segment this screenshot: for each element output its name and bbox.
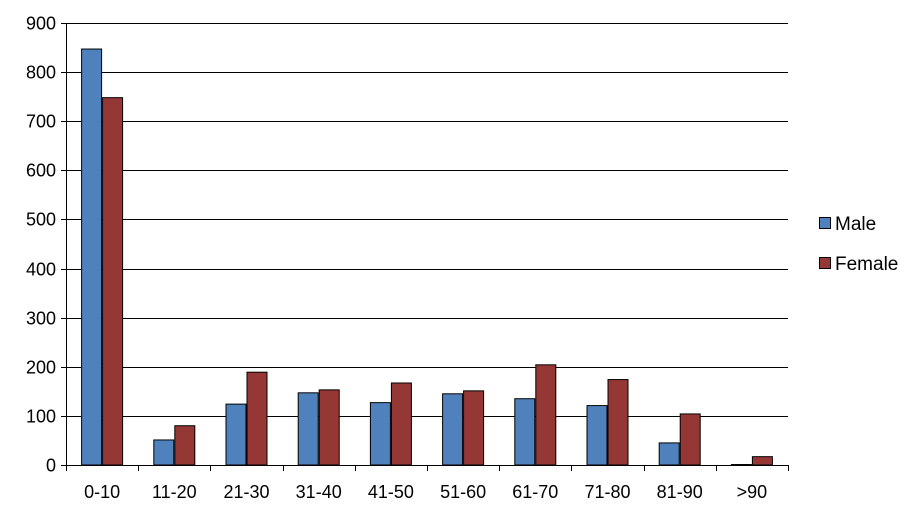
x-tick-label: 21-30 bbox=[223, 482, 269, 502]
y-tick-label: 800 bbox=[26, 63, 56, 83]
bar-female-51-60 bbox=[464, 391, 484, 465]
legend-swatch-male bbox=[820, 218, 831, 229]
bar-male-81-90 bbox=[659, 443, 679, 465]
x-tick-label: 31-40 bbox=[296, 482, 342, 502]
y-tick-label: 500 bbox=[26, 210, 56, 230]
legend-swatch-female bbox=[820, 258, 831, 269]
x-tick-label: 81-90 bbox=[657, 482, 703, 502]
y-tick-label: 400 bbox=[26, 260, 56, 280]
axes bbox=[61, 23, 789, 471]
y-tick-label: 600 bbox=[26, 161, 56, 181]
x-tick-label: 61-70 bbox=[512, 482, 558, 502]
bars bbox=[82, 49, 773, 465]
bar-male-61-70 bbox=[515, 399, 535, 465]
bar-male-0-10 bbox=[82, 49, 102, 465]
bar-female-31-40 bbox=[319, 390, 339, 465]
y-tick-label: 900 bbox=[26, 14, 56, 34]
bar-male-41-50 bbox=[370, 403, 390, 465]
x-tick-label: 51-60 bbox=[440, 482, 486, 502]
bar-male-21-30 bbox=[226, 404, 246, 465]
bar-female-0-10 bbox=[103, 98, 123, 465]
bar-male-71-80 bbox=[587, 406, 607, 465]
y-axis-tick-labels: 0 100 200 300 400 500 600 700 800 900 bbox=[26, 14, 56, 476]
legend-label-male: Male bbox=[835, 214, 876, 235]
y-tick-label: 700 bbox=[26, 112, 56, 132]
bar-male-31-40 bbox=[298, 393, 318, 465]
x-tick-label: 71-80 bbox=[584, 482, 630, 502]
bar-female-21-30 bbox=[247, 372, 267, 465]
bar-male-51-60 bbox=[443, 394, 463, 465]
bar-male-11-20 bbox=[154, 440, 174, 465]
y-tick-label: 100 bbox=[26, 407, 56, 427]
legend-label-female: Female bbox=[835, 254, 898, 275]
y-tick-label: 300 bbox=[26, 309, 56, 329]
bar-female-71-80 bbox=[608, 380, 628, 465]
x-axis-tick-labels: 0-10 11-20 21-30 31-40 41-50 51-60 61-70 71-80 8… bbox=[84, 482, 767, 502]
bar-female-11-20 bbox=[175, 426, 195, 465]
x-tick-label: 41-50 bbox=[368, 482, 414, 502]
bar-female-81-90 bbox=[680, 414, 700, 465]
x-tick-label: 0-10 bbox=[84, 482, 120, 502]
y-tick-label: 0 bbox=[46, 456, 56, 476]
x-tick-label: >90 bbox=[737, 482, 768, 502]
bar-female->90 bbox=[752, 457, 772, 465]
x-tick-label: 11-20 bbox=[152, 482, 197, 502]
gridlines bbox=[66, 24, 788, 417]
legend: Male Female bbox=[820, 214, 899, 275]
y-tick-label: 200 bbox=[26, 358, 56, 378]
bar-female-61-70 bbox=[536, 365, 556, 465]
bar-female-41-50 bbox=[391, 383, 411, 465]
